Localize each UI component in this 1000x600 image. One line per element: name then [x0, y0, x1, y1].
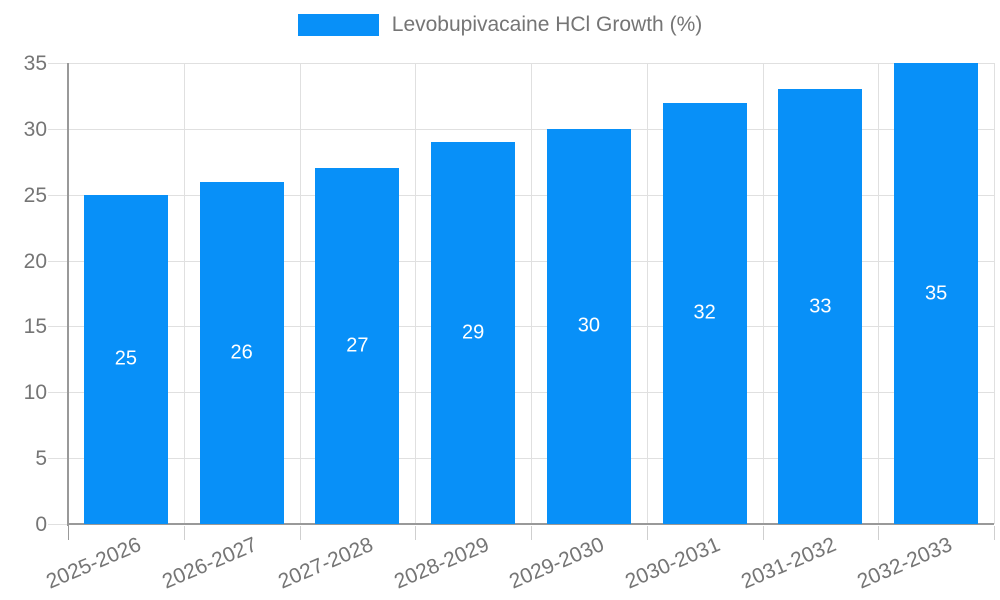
bar-2031-2032[interactable] — [778, 89, 863, 524]
y-axis-tick-label: 20 — [23, 249, 47, 273]
x-axis-tick — [183, 526, 185, 540]
bar-value-label: 32 — [693, 301, 716, 324]
x-gridline — [646, 63, 648, 524]
x-axis-tick — [762, 526, 764, 540]
y-axis-tick-label: 30 — [23, 117, 47, 141]
y-gridline — [48, 128, 994, 130]
bar-value-label: 27 — [346, 334, 369, 357]
x-gridline — [531, 63, 532, 524]
x-axis-tick-label: 2027-2028 — [274, 533, 377, 594]
x-axis-tick-label: 2031-2032 — [737, 533, 840, 594]
x-axis-tick — [878, 526, 880, 540]
bar-2026-2027[interactable] — [199, 181, 284, 524]
y-axis-tick-label: 5 — [35, 447, 47, 471]
bar-2030-2031[interactable] — [662, 102, 747, 524]
y-gridline — [48, 326, 994, 328]
legend[interactable]: Levobupivacaine HCl Growth (%) — [0, 14, 1000, 36]
y-gridline — [48, 458, 994, 460]
x-axis-tick — [68, 526, 69, 540]
bar-value-label: 26 — [230, 341, 253, 364]
x-axis-tick — [994, 526, 995, 540]
x-gridline — [299, 63, 301, 524]
legend-label: Levobupivacaine HCl Growth (%) — [391, 13, 703, 36]
y-axis-tick-label: 15 — [23, 315, 47, 339]
y-gridline — [48, 63, 994, 64]
x-gridline — [994, 63, 995, 524]
legend-swatch — [297, 14, 379, 36]
bar-value-label: 30 — [577, 314, 600, 337]
x-axis-tick-label: 2028-2029 — [390, 533, 493, 594]
bar-2025-2026[interactable] — [83, 194, 168, 524]
y-gridline — [48, 194, 994, 196]
y-axis-tick-label: 10 — [23, 381, 47, 405]
x-axis-tick — [299, 526, 301, 540]
x-gridline — [878, 63, 880, 524]
y-axis-tick-label: 25 — [23, 183, 47, 207]
x-axis-tick — [646, 526, 648, 540]
y-gridline — [48, 260, 994, 262]
y-axis-line — [67, 63, 69, 526]
x-gridline — [415, 63, 417, 524]
bar-2029-2030[interactable] — [546, 128, 631, 524]
y-gridline — [48, 392, 994, 394]
x-axis-tick — [415, 526, 417, 540]
bar-2028-2029[interactable] — [431, 142, 516, 524]
bar-value-label: 35 — [925, 282, 948, 304]
bar-value-label: 25 — [114, 347, 137, 370]
x-axis-tick-label: 2026-2027 — [159, 533, 261, 594]
x-axis-tick-label: 2025-2026 — [43, 533, 145, 594]
bar-value-label: 33 — [809, 295, 832, 318]
y-axis-tick-label: 0 — [35, 513, 47, 536]
y-axis-tick-label: 35 — [23, 52, 47, 75]
x-gridline — [762, 63, 764, 524]
x-axis-tick-label: 2030-2031 — [622, 533, 724, 594]
bar-value-label: 29 — [462, 321, 485, 344]
x-gridline — [183, 63, 185, 524]
bar-2027-2028[interactable] — [315, 168, 400, 524]
x-axis-line — [68, 523, 994, 525]
bar-2032-2033[interactable] — [894, 63, 979, 524]
x-axis-tick-label: 2032-2033 — [853, 533, 956, 594]
x-axis-tick-label: 2029-2030 — [506, 533, 608, 594]
x-axis-tick — [531, 526, 532, 540]
